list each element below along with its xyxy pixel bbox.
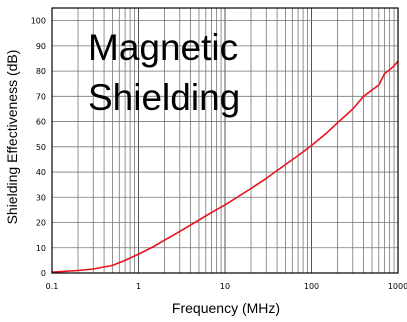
y-tick-label: 70: [36, 92, 46, 101]
y-tick-label: 80: [36, 67, 46, 76]
y-tick-label: 30: [36, 193, 46, 202]
x-tick-label: 1: [136, 282, 141, 291]
x-axis-label: Frequency (MHz): [172, 300, 280, 316]
y-tick-label: 10: [36, 244, 46, 253]
y-tick-label: 20: [36, 219, 46, 228]
x-tick-label: 0.1: [46, 282, 59, 291]
y-tick-labels: 0 10 20 30 40 50 60 70 80 90 100: [31, 17, 46, 278]
y-tick-label: 0: [41, 269, 46, 278]
x-tick-label: 10: [220, 282, 230, 291]
grid: [52, 8, 398, 273]
series-layer: [51, 60, 399, 273]
x-tick-label: 100: [304, 282, 319, 291]
y-tick-label: 100: [31, 17, 46, 26]
y-tick-label: 40: [36, 168, 46, 177]
y-axis-label: Shielding Effectiveness (dB): [4, 50, 20, 225]
plot-frame: [51, 7, 399, 274]
y-tick-label: 50: [36, 143, 46, 152]
series-line: [51, 60, 399, 273]
y-tick-label: 60: [36, 118, 46, 127]
chart-title-line-1: Magnetic: [88, 27, 238, 68]
y-tick-label: 90: [36, 42, 46, 51]
x-tick-labels: 0.1 1 10 100 1000: [46, 282, 407, 291]
chart-title-line-2: Shielding: [88, 77, 240, 118]
x-tick-label: 1000: [388, 282, 407, 291]
